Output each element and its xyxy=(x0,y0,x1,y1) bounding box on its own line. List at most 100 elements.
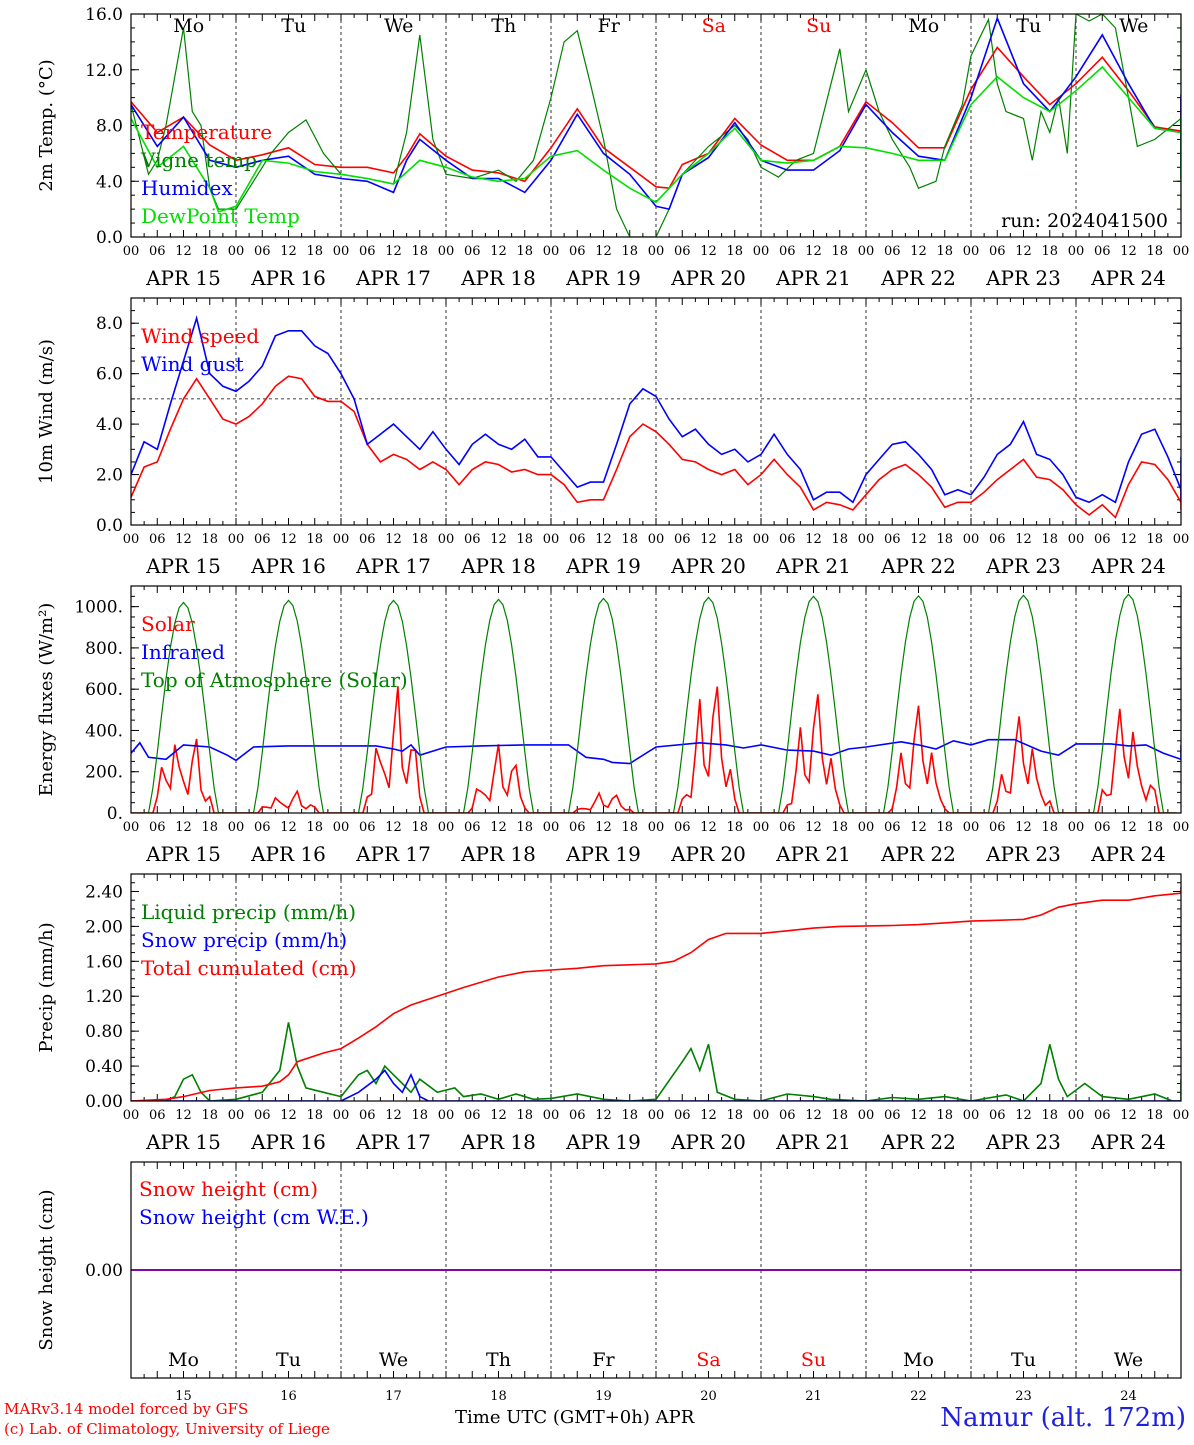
hour-tick-label: 06 xyxy=(464,1108,481,1123)
date-label: APR 16 xyxy=(250,266,326,290)
station-name: Namur (alt. 172m) xyxy=(940,1403,1186,1433)
series-group xyxy=(131,593,1181,813)
hour-tick-label: 18 xyxy=(621,820,638,835)
weekday-label: Mo xyxy=(903,1349,934,1371)
hour-tick-label: 18 xyxy=(201,1108,218,1123)
hour-tick-label: 00 xyxy=(228,820,245,835)
hour-tick-label: 18 xyxy=(201,244,218,259)
hour-tick-label: 12 xyxy=(490,244,507,259)
legend-entry: DewPoint Temp xyxy=(141,204,300,228)
hour-tick-label: 00 xyxy=(1068,820,1085,835)
weekday-label: Tu xyxy=(1011,1349,1036,1371)
hour-tick-label: 18 xyxy=(411,1108,428,1123)
hour-tick-label: 12 xyxy=(490,532,507,547)
date-label: APR 22 xyxy=(880,842,956,866)
date-label: APR 22 xyxy=(880,266,956,290)
hour-tick-label: 00 xyxy=(858,532,875,547)
hour-tick-label: 00 xyxy=(228,532,245,547)
legend-entry: Snow height (cm W.E.) xyxy=(139,1205,369,1229)
hour-tick-label: 12 xyxy=(280,820,297,835)
hour-tick-label: 12 xyxy=(700,1108,717,1123)
hour-tick-label: 12 xyxy=(280,1108,297,1123)
hour-tick-label: 12 xyxy=(805,244,822,259)
series-line-snow-precip-mm-h- xyxy=(131,1069,1181,1101)
hour-tick-label: 06 xyxy=(884,820,901,835)
y-tick-label: 8.0 xyxy=(96,314,123,334)
weekday-label: Sa xyxy=(696,1349,720,1371)
y-tick-label: 2.0 xyxy=(96,466,123,486)
y-tick-label: 6.0 xyxy=(96,365,123,385)
panel-frame xyxy=(130,297,1182,526)
panel-temp: 0.0 4.0 8.0 12.0 16.0 2m Temp. (°C) Temperatur… xyxy=(36,5,1189,290)
legend-entry: Liquid precip (mm/h) xyxy=(141,900,356,924)
date-label: APR 19 xyxy=(565,266,641,290)
hour-tick-label: 06 xyxy=(989,532,1006,547)
hour-tick-label: 18 xyxy=(411,820,428,835)
legend-entry: Solar xyxy=(141,612,195,636)
date-label: APR 20 xyxy=(670,842,746,866)
weekday-label: We xyxy=(379,1349,408,1371)
hour-tick-label: 18 xyxy=(936,244,953,259)
y-tick-label: 2.00 xyxy=(85,917,123,937)
y-tick-label: 1.60 xyxy=(85,952,123,972)
hour-tick-label: 18 xyxy=(831,1108,848,1123)
day-number-label: 24 xyxy=(1120,1389,1137,1404)
hour-tick-label: 12 xyxy=(175,532,192,547)
hour-tick-label: 06 xyxy=(569,532,586,547)
hour-tick-label: 18 xyxy=(1146,820,1163,835)
date-label: APR 24 xyxy=(1090,842,1166,866)
date-label: APR 22 xyxy=(880,554,956,578)
hour-tick-label: 00 xyxy=(858,1108,875,1123)
y-tick-label: 0.80 xyxy=(85,1022,123,1042)
hour-tick-label: 00 xyxy=(648,532,665,547)
hour-tick-label: 18 xyxy=(726,244,743,259)
weekday-label: Su xyxy=(801,1349,826,1371)
hour-tick-label: 06 xyxy=(254,1108,271,1123)
hour-tick-label: 12 xyxy=(385,244,402,259)
series-group xyxy=(131,14,1181,237)
hour-tick-label: 12 xyxy=(1015,1108,1032,1123)
weekday-label: We xyxy=(1119,15,1148,37)
hour-tick-label: 18 xyxy=(1146,244,1163,259)
weekday-label: Tu xyxy=(276,1349,301,1371)
hour-tick-label: 12 xyxy=(595,820,612,835)
hour-tick-label: 00 xyxy=(123,532,140,547)
hour-tick-label: 00 xyxy=(333,532,350,547)
hour-tick-label: 18 xyxy=(936,820,953,835)
hour-tick-label: 18 xyxy=(306,532,323,547)
series-group xyxy=(131,887,1181,1101)
date-label: APR 21 xyxy=(775,554,851,578)
y-axis-title: Energy fluxes (W/m²) xyxy=(36,603,57,797)
hour-tick-label: 00 xyxy=(963,244,980,259)
hour-tick-label: 00 xyxy=(543,820,560,835)
hour-tick-label: 00 xyxy=(438,244,455,259)
hour-tick-label: 00 xyxy=(753,1108,770,1123)
hour-tick-label: 18 xyxy=(831,820,848,835)
series-line-wind-gust xyxy=(131,315,1181,504)
hour-tick-label: 18 xyxy=(306,1108,323,1123)
hour-tick-label: 06 xyxy=(149,820,166,835)
hour-tick-label: 12 xyxy=(805,1108,822,1123)
y-tick-label: 4.0 xyxy=(96,172,123,192)
hour-tick-label: 18 xyxy=(726,1108,743,1123)
hour-tick-label: 00 xyxy=(333,820,350,835)
date-label: APR 17 xyxy=(355,554,431,578)
date-label: APR 15 xyxy=(145,266,221,290)
y-tick-label: 200. xyxy=(85,763,123,783)
day-number-label: 21 xyxy=(805,1389,822,1404)
y-tick-label: 2.40 xyxy=(85,882,123,902)
hour-tick-label: 06 xyxy=(779,820,796,835)
hour-tick-label: 00 xyxy=(438,532,455,547)
hour-tick-label: 06 xyxy=(149,532,166,547)
hour-tick-label: 12 xyxy=(910,1108,927,1123)
legend-entry: Infrared xyxy=(141,640,225,664)
hour-tick-label: 00 xyxy=(963,820,980,835)
weekday-label: Th xyxy=(491,15,516,37)
hour-tick-label: 06 xyxy=(149,1108,166,1123)
y-tick-label: 0.00 xyxy=(85,1261,123,1281)
legend-entry: Total cumulated (cm) xyxy=(141,956,357,980)
hour-tick-label: 06 xyxy=(989,1108,1006,1123)
hour-tick-label: 12 xyxy=(805,820,822,835)
series-line-temperature xyxy=(131,46,1181,190)
